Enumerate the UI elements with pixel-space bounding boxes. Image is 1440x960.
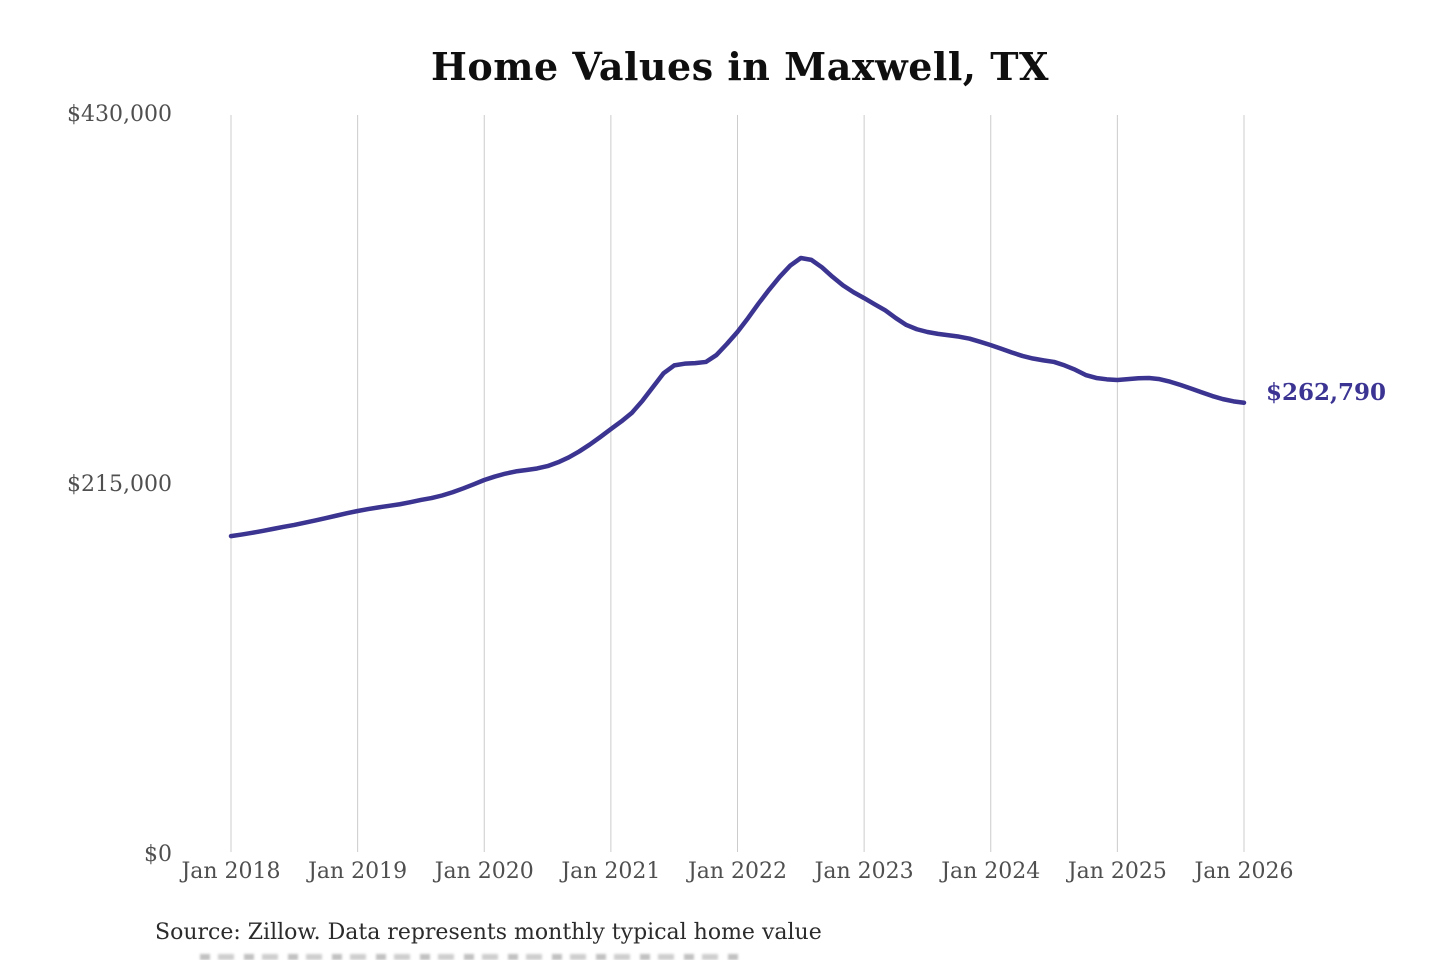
y-axis-label: $430,000 [67,102,172,127]
x-axis-label: Jan 2024 [941,859,1041,884]
x-axis-label: Jan 2020 [434,859,534,884]
y-axis-label: $215,000 [67,472,172,497]
x-axis-label: Jan 2026 [1194,859,1294,884]
home-value-line [228,255,1247,539]
x-axis-label: Jan 2022 [687,859,788,884]
x-axis-label: Jan 2021 [561,859,661,884]
x-axis-label: Jan 2019 [308,859,408,884]
source-note: Source: Zillow. Data represents monthly … [155,920,822,945]
chart-title: Home Values in Maxwell, TX [431,44,1049,89]
clipped-text-remnant [200,954,745,960]
x-axis-label: Jan 2018 [181,859,281,884]
current-value-label: $262,790 [1266,379,1387,406]
y-axis-label: $0 [144,842,172,867]
x-axis-label: Jan 2023 [814,859,914,884]
x-axis-label: Jan 2025 [1067,859,1167,884]
